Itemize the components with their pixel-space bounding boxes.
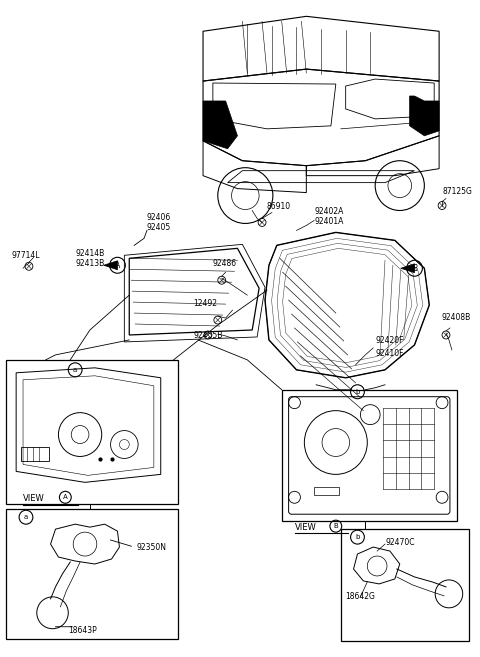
Polygon shape — [104, 261, 118, 270]
Text: VIEW: VIEW — [295, 523, 316, 532]
Text: 87125G: 87125G — [442, 187, 472, 196]
Text: 92410F: 92410F — [375, 349, 404, 358]
Text: 92414B: 92414B — [75, 249, 105, 258]
Text: 86910: 86910 — [267, 202, 291, 210]
Text: VIEW: VIEW — [23, 494, 45, 503]
Text: 92405: 92405 — [147, 223, 171, 233]
Text: 92470C: 92470C — [385, 537, 415, 547]
Bar — [282, 390, 457, 521]
Text: B: B — [334, 523, 338, 529]
Text: 18643P: 18643P — [68, 626, 97, 635]
Polygon shape — [401, 263, 415, 273]
Bar — [6, 509, 179, 639]
Text: 12492: 12492 — [193, 299, 217, 308]
Text: 92420F: 92420F — [375, 336, 404, 345]
Text: 92413B: 92413B — [75, 260, 105, 268]
Text: b: b — [355, 389, 360, 395]
Text: 92406: 92406 — [147, 214, 171, 223]
Text: A: A — [115, 261, 120, 270]
Text: 92455B: 92455B — [193, 331, 223, 340]
Text: a: a — [24, 514, 28, 520]
Bar — [6, 360, 179, 505]
Polygon shape — [203, 101, 238, 148]
Text: 92350N: 92350N — [136, 543, 166, 552]
Bar — [341, 529, 468, 641]
Text: 97714L: 97714L — [11, 251, 40, 260]
Text: 92401A: 92401A — [314, 217, 344, 227]
Text: A: A — [63, 494, 68, 500]
Text: 18642G: 18642G — [346, 593, 375, 601]
Text: B: B — [412, 263, 417, 273]
Bar — [314, 487, 339, 495]
Text: a: a — [73, 367, 77, 373]
Text: b: b — [355, 534, 360, 540]
Text: 92402A: 92402A — [314, 208, 344, 216]
Text: 92486: 92486 — [213, 260, 237, 268]
Bar — [21, 447, 48, 461]
Text: 92408B: 92408B — [441, 313, 470, 322]
Polygon shape — [409, 96, 439, 136]
